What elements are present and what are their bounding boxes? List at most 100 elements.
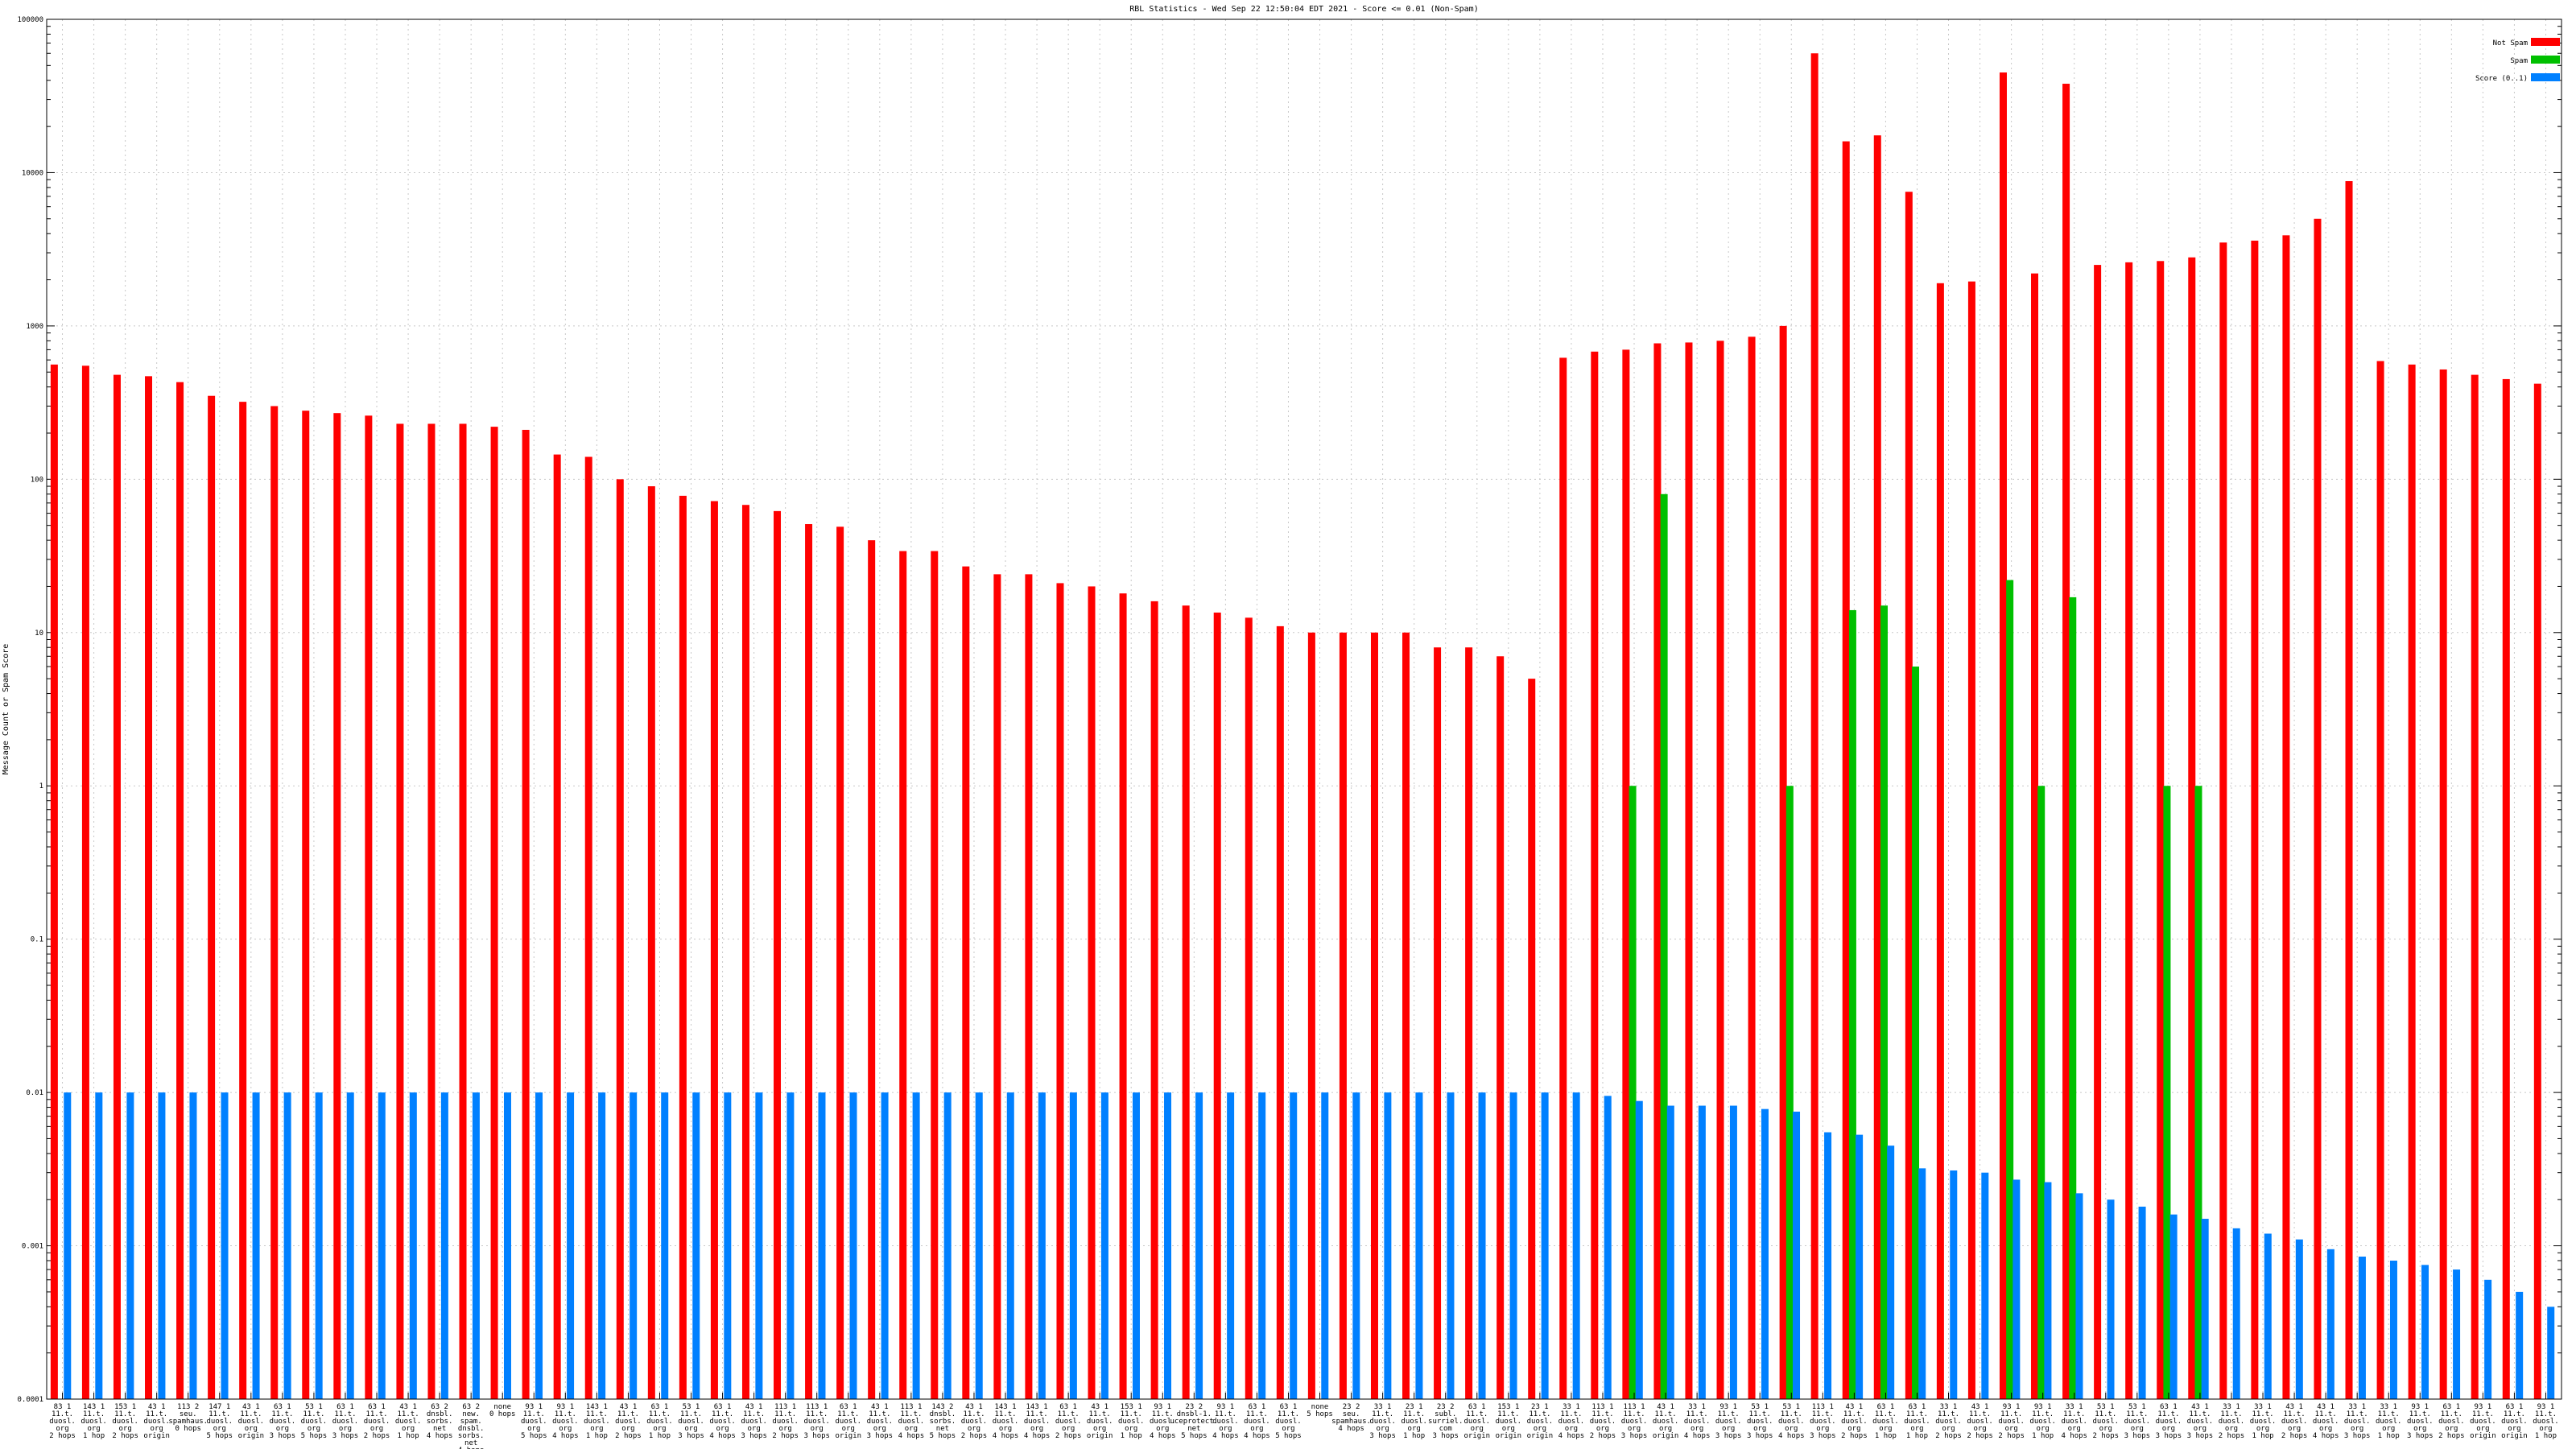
- bar-not-spam: [1307, 632, 1315, 1399]
- bar-not-spam: [2345, 181, 2353, 1399]
- bar-not-spam: [239, 402, 247, 1399]
- bar-score-0-1: [2547, 1307, 2555, 1399]
- bar-score-0-1: [503, 1092, 511, 1399]
- bar-not-spam: [1559, 357, 1567, 1399]
- x-tick-label: 93 1 11.t. duosl. org 4 hops: [1150, 1403, 1176, 1440]
- bar-not-spam: [1528, 679, 1536, 1399]
- bar-not-spam: [2376, 361, 2384, 1400]
- bar-score-0-1: [1918, 1168, 1926, 1399]
- x-tick-label: 43 1 11.t. duosl. org 2 hops: [615, 1403, 642, 1440]
- bar-score-0-1: [1321, 1092, 1329, 1399]
- bar-not-spam: [1842, 141, 1850, 1399]
- bar-score-0-1: [378, 1092, 386, 1399]
- x-tick-label: 113 1 11.t. duosl. org 2 hops: [1590, 1403, 1616, 1440]
- x-tick-label: 53 1 11.t. duosl. org 5 hops: [301, 1403, 328, 1440]
- x-tick-label: 43 1 11.t. duosl. org 3 hops: [2187, 1403, 2214, 1440]
- bar-not-spam: [1370, 632, 1378, 1399]
- bar-not-spam: [1873, 135, 1881, 1400]
- bar-score-0-1: [1856, 1134, 1864, 1399]
- x-tick-label: 53 1 11.t. duosl. org 3 hops: [678, 1403, 704, 1440]
- y-tick-label: 10: [35, 630, 43, 638]
- bar-score-0-1: [440, 1092, 448, 1399]
- legend-label: Spam: [2510, 57, 2528, 65]
- bar-score-0-1: [189, 1092, 197, 1399]
- bar-not-spam: [899, 551, 907, 1399]
- x-tick-label: none 0 hops: [489, 1403, 516, 1418]
- legend: Not Spam Spam Score (0..1): [2475, 38, 2560, 83]
- x-tick-label: 93 1 11.t. duosl. org origin: [2470, 1403, 2496, 1440]
- bar-score-0-1: [818, 1092, 826, 1399]
- x-tick-label: 33 1 11.t. duosl. org 2 hops: [1935, 1403, 1962, 1440]
- x-tick-label: none 5 hops: [1307, 1403, 1333, 1418]
- bar-score-0-1: [661, 1092, 669, 1399]
- bar-not-spam: [333, 413, 341, 1399]
- bar-score-0-1: [1793, 1111, 1801, 1399]
- bar-not-spam: [302, 411, 310, 1399]
- bar-not-spam: [2125, 262, 2133, 1400]
- bar-score-0-1: [598, 1092, 606, 1399]
- x-tick-label: 93 1 11.t. duosl. org 4 hops: [552, 1403, 579, 1440]
- bar-not-spam: [2533, 383, 2541, 1400]
- x-tick-label: 33 1 11.t. duosl. org 2 hops: [2219, 1403, 2245, 1440]
- bar-not-spam: [1716, 341, 1724, 1399]
- x-tick-label: 33 1 11.t. duosl. org 4 hops: [1684, 1403, 1711, 1440]
- x-tick-label: 53 1 11.t. duosl. org 3 hops: [2124, 1403, 2151, 1440]
- bar-score-0-1: [975, 1092, 983, 1399]
- bars: [50, 53, 2555, 1400]
- x-tick-label: 63 1 11.t. duosl. org 3 hops: [332, 1403, 359, 1440]
- bar-spam: [1880, 605, 1888, 1399]
- bar-not-spam: [1402, 632, 1410, 1399]
- bar-not-spam: [1779, 325, 1787, 1399]
- x-tick-label: 113 1 11.t. duosl. org 3 hops: [803, 1403, 830, 1440]
- x-tick-label: 33 1 11.t. duosl. org 1 hop: [2376, 1403, 2402, 1440]
- bar-score-0-1: [724, 1092, 732, 1399]
- x-tick-label: 43 1 11.t. duosl. org 2 hops: [2281, 1403, 2308, 1440]
- x-tick-label: 33 1 11.t. duosl. org 1 hop: [2250, 1403, 2277, 1440]
- y-tick-label: 100000: [17, 16, 43, 24]
- bar-score-0-1: [95, 1092, 103, 1399]
- x-tick-label: 53 1 11.t. duosl. org 2 hops: [2093, 1403, 2120, 1440]
- bar-score-0-1: [2516, 1291, 2524, 1399]
- bar-not-spam: [1150, 601, 1158, 1399]
- bar-score-0-1: [346, 1092, 354, 1399]
- bar-score-0-1: [2075, 1193, 2083, 1399]
- bar-not-spam: [1276, 625, 1284, 1399]
- bar-spam: [1629, 786, 1637, 1399]
- y-tick-label: 0.001: [22, 1243, 43, 1251]
- x-tick-label: 33 1 11.t. duosl. org 3 hops: [1369, 1403, 1396, 1440]
- x-tick-label: 23 2 subl. surriel. com 3 hops: [1428, 1403, 1463, 1440]
- bar-score-0-1: [1509, 1092, 1517, 1399]
- x-tick-label: 43 1 11.t. duosl. org origin: [1653, 1403, 1679, 1440]
- bar-not-spam: [365, 415, 373, 1399]
- legend-label: Score (0..1): [2475, 75, 2528, 83]
- bar-not-spam: [1591, 351, 1599, 1399]
- bar-not-spam: [396, 423, 404, 1399]
- bar-not-spam: [774, 510, 782, 1400]
- x-tick-label: 23 2 dnsbl-1. uceprotect. net 5 hops: [1170, 1403, 1219, 1440]
- bar-score-0-1: [1038, 1092, 1046, 1399]
- bar-score-0-1: [1666, 1105, 1674, 1399]
- bar-score-0-1: [1698, 1105, 1706, 1399]
- x-tick-label: 113 1 11.t. duosl. org 3 hops: [1810, 1403, 1836, 1440]
- x-tick-label: 53 1 11.t. duosl. org 3 hops: [1747, 1403, 1773, 1440]
- bar-not-spam: [1653, 343, 1662, 1399]
- x-tick-label: 33 1 11.t. duosl. org 4 hops: [1558, 1403, 1585, 1440]
- bar-score-0-1: [252, 1092, 260, 1399]
- bar-not-spam: [553, 454, 561, 1399]
- bar-not-spam: [1999, 72, 2007, 1400]
- bar-score-0-1: [567, 1092, 575, 1399]
- bar-not-spam: [931, 551, 939, 1399]
- bar-not-spam: [2031, 273, 2039, 1399]
- x-tick-label: 63 1 11.t. duosl. org 3 hops: [270, 1403, 296, 1440]
- bar-not-spam: [176, 382, 184, 1400]
- bar-not-spam: [2157, 261, 2165, 1399]
- bar-score-0-1: [1415, 1092, 1423, 1399]
- bar-spam: [2006, 580, 2014, 1399]
- x-tick-label: 43 1 11.t. duosl. org 2 hops: [1967, 1403, 1993, 1440]
- bar-not-spam: [1213, 612, 1221, 1399]
- chart-title: RBL Statistics - Wed Sep 22 12:50:04 EDT…: [1129, 5, 1478, 14]
- bar-not-spam: [270, 406, 279, 1399]
- bar-score-0-1: [1290, 1092, 1298, 1399]
- x-tick-label: 153 1 11.t. duosl. org origin: [1496, 1403, 1522, 1440]
